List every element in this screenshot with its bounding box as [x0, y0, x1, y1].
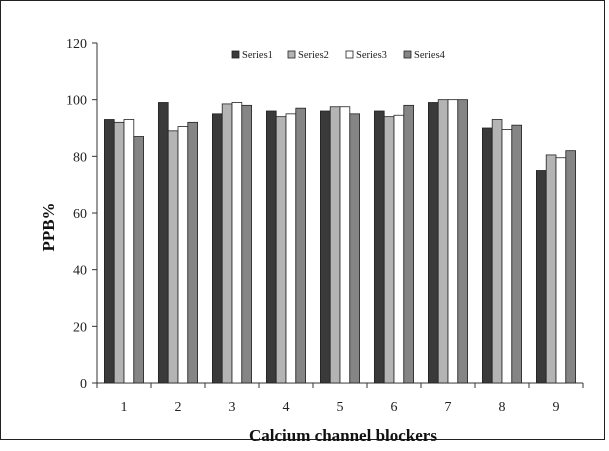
- bar-series3-5: [339, 106, 351, 384]
- legend-label: Series2: [298, 50, 329, 61]
- bar-series3-1: [123, 119, 135, 384]
- x-tick-label: 1: [121, 400, 128, 415]
- y-tick-label: 40: [73, 264, 87, 279]
- legend-label: Series3: [356, 50, 387, 61]
- bar-series1-8: [481, 127, 493, 384]
- axes: 0 20 40 60 80 100 120 1 2 3 4 5 6 7 8 9: [66, 37, 584, 415]
- bar-series1-3: [211, 113, 223, 384]
- bar-series3-9: [555, 157, 567, 384]
- x-tick-label: 9: [553, 400, 560, 415]
- bar-series4-9: [565, 150, 576, 384]
- chart-frame: [0, 0, 605, 440]
- bar-series2-7: [437, 99, 449, 384]
- x-tick-label: 6: [391, 400, 398, 415]
- bar-series4-8: [511, 124, 522, 384]
- bar-series4-6: [403, 104, 414, 384]
- y-tick-label: 100: [66, 94, 87, 109]
- bar-series1-1: [104, 119, 115, 384]
- bar-series4-1: [133, 136, 145, 384]
- bar-series2-2: [167, 130, 179, 384]
- bar-series2-3: [221, 103, 233, 384]
- x-axis-title: Calcium channel blockers: [249, 426, 437, 445]
- legend-swatch: [403, 50, 412, 59]
- x-tick-label: 4: [283, 400, 290, 415]
- legend-label: Series4: [414, 50, 446, 61]
- bar-series1-2: [157, 102, 169, 384]
- y-tick-label: 0: [80, 377, 87, 392]
- bar-series1-4: [265, 110, 277, 384]
- bar-series4-4: [295, 107, 306, 384]
- bar-series3-3: [231, 102, 243, 384]
- bar-series2-5: [329, 106, 341, 384]
- bar-series4-5: [349, 113, 360, 384]
- bar-series2-8: [491, 119, 503, 384]
- legend-swatch: [231, 50, 240, 59]
- y-tick-label: 120: [66, 37, 87, 52]
- x-tick-label: 5: [337, 400, 344, 415]
- y-tick-label: 20: [73, 320, 87, 335]
- bar-series1-7: [427, 102, 439, 384]
- legend: Series1 Series2 Series3 Series4: [231, 50, 446, 61]
- bar-series4-3: [241, 104, 253, 384]
- x-tick-label: 3: [229, 400, 236, 415]
- bar-series3-2: [177, 126, 189, 384]
- bar-series2-1: [113, 121, 125, 384]
- bar-series3-4: [285, 113, 297, 384]
- bar-series3-6: [393, 114, 405, 384]
- bar-series1-6: [373, 110, 385, 384]
- bar-series4-7: [457, 99, 468, 384]
- bar-series1-9: [536, 170, 547, 384]
- bar-series2-6: [383, 116, 395, 384]
- y-tick-label: 80: [73, 150, 87, 165]
- chart-frame-top: [0, 0, 605, 1]
- bar-series3-7: [447, 99, 459, 384]
- bar-series1-5: [319, 110, 331, 384]
- x-tick-label: 8: [499, 400, 506, 415]
- x-tick-label: 2: [175, 400, 182, 415]
- bar-series3-8: [501, 129, 513, 384]
- bars: [104, 99, 576, 384]
- chart-frame-left: [0, 0, 1, 440]
- legend-swatch: [287, 50, 296, 59]
- x-tick-label: 7: [445, 400, 452, 415]
- legend-swatch: [345, 50, 354, 59]
- y-axis-title: PPB%: [39, 202, 58, 251]
- y-tick-label: 60: [73, 207, 87, 222]
- legend-label: Series1: [242, 50, 273, 61]
- bar-series4-2: [187, 121, 199, 384]
- bar-series2-9: [545, 154, 557, 384]
- bar-series2-4: [275, 116, 287, 384]
